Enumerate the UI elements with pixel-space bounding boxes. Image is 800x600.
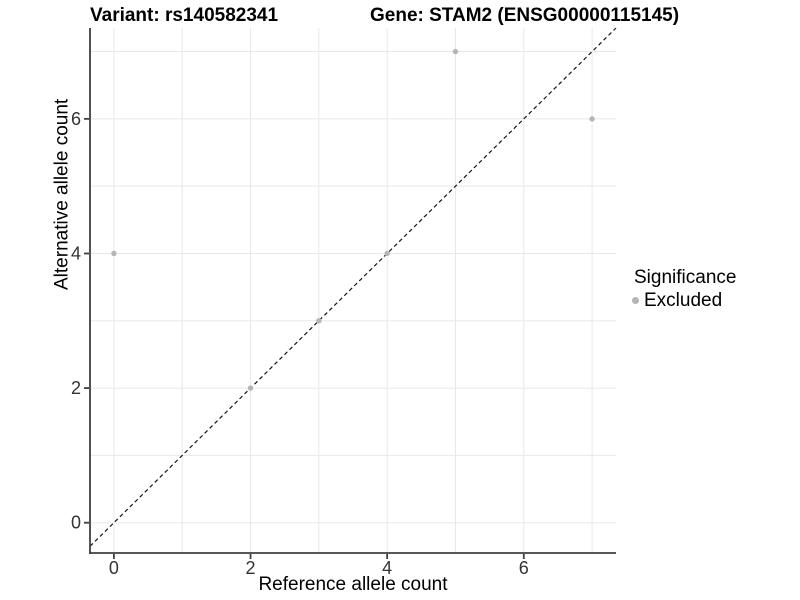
data-point [111, 250, 117, 257]
data-point [384, 250, 390, 257]
x-tick-label: 2 [246, 558, 256, 578]
y-tick-label: 2 [71, 378, 81, 398]
gene-title: Gene: STAM2 (ENSG00000115145) [370, 5, 680, 26]
legend-title: Significance [634, 267, 737, 288]
data-point [316, 318, 322, 324]
excluded-dot-icon [632, 297, 639, 304]
data-point [589, 116, 595, 122]
x-tick-label: 6 [519, 558, 529, 578]
data-point [452, 48, 459, 55]
y-tick-label: 0 [71, 513, 81, 533]
identity-dashed-line [89, 27, 617, 547]
legend-item-label: Excluded [644, 290, 723, 311]
variant-title: Variant: rs140582341 [90, 5, 279, 26]
legend-item-excluded: Excluded [630, 290, 736, 311]
y-tick-label: 6 [71, 109, 81, 129]
x-axis-title: Reference allele count [258, 574, 448, 595]
data-point [247, 385, 254, 391]
x-tick-label: 0 [109, 558, 119, 578]
legend: Significance Excluded [630, 267, 736, 311]
y-tick-label: 4 [71, 243, 81, 263]
x-tick-label: 4 [382, 558, 392, 578]
